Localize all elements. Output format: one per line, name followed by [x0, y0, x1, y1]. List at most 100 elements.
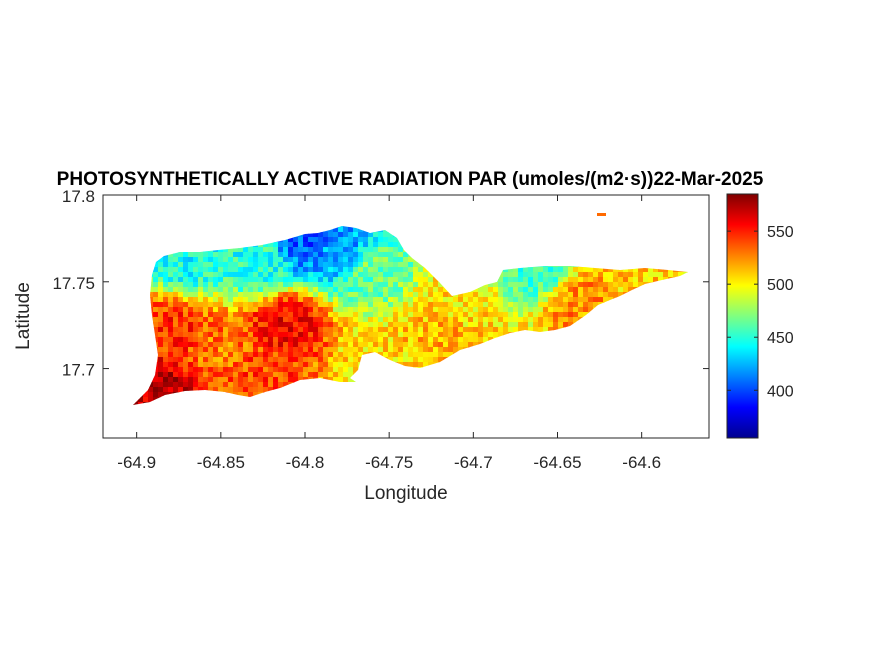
par-cell [153, 302, 159, 308]
par-cell [133, 402, 139, 405]
par-cell [338, 247, 344, 253]
par-cell [368, 322, 374, 328]
par-cell [208, 342, 214, 348]
par-cell [213, 332, 219, 338]
par-cell [508, 267, 514, 273]
par-cell [243, 287, 249, 293]
par-cell [168, 367, 174, 373]
par-cell [158, 277, 164, 283]
par-cell [583, 282, 589, 288]
par-cell [623, 287, 629, 293]
par-cell [188, 327, 194, 333]
par-cell [578, 272, 584, 278]
par-cell [293, 312, 299, 318]
par-cell [263, 352, 269, 358]
par-cell [238, 332, 244, 338]
par-cell [173, 337, 179, 343]
par-cell [243, 302, 249, 308]
par-cell [258, 347, 264, 353]
par-cell [528, 287, 534, 293]
par-cell [158, 267, 164, 273]
par-cell [218, 357, 224, 363]
par-cell [383, 277, 389, 283]
par-cell [498, 327, 504, 333]
par-cell [193, 292, 199, 298]
par-cell [178, 262, 184, 268]
par-cell [468, 342, 474, 348]
par-cell [263, 247, 269, 253]
par-cell [263, 362, 269, 368]
par-cell [203, 272, 209, 278]
par-cell [398, 347, 404, 353]
par-cell [268, 377, 274, 383]
par-cell [498, 312, 504, 318]
par-cell [583, 312, 589, 318]
par-cell [388, 272, 394, 278]
par-cell [183, 262, 189, 268]
par-cell [388, 332, 394, 338]
par-cell [168, 387, 174, 393]
par-cell [318, 232, 324, 238]
par-cell [378, 242, 384, 248]
par-cell [393, 247, 399, 253]
par-cell [158, 287, 164, 293]
par-cell [423, 287, 429, 293]
par-cell [138, 402, 144, 405]
par-cell [323, 362, 329, 368]
par-cell [218, 277, 224, 283]
par-cell [583, 272, 589, 278]
par-cell [343, 342, 349, 348]
par-cell [328, 242, 334, 248]
par-cell [178, 362, 184, 368]
par-cell [228, 257, 234, 263]
par-cell [308, 297, 314, 303]
par-cell [528, 307, 534, 313]
par-cell [248, 357, 254, 363]
par-cell [208, 387, 214, 393]
par-cell [183, 337, 189, 343]
par-cell [368, 272, 374, 278]
par-cell [293, 322, 299, 328]
par-cell [403, 327, 409, 333]
par-cell [428, 327, 434, 333]
par-cell [448, 312, 454, 318]
par-cell [253, 262, 259, 268]
par-cell [198, 352, 204, 358]
par-cell [213, 362, 219, 368]
par-cell [323, 297, 329, 303]
par-cell [528, 317, 534, 323]
par-cell [318, 357, 324, 363]
par-cell [348, 277, 354, 283]
par-cell [543, 282, 549, 288]
par-cell [538, 322, 544, 328]
par-cell [273, 312, 279, 318]
par-cell [333, 362, 339, 368]
par-cell [403, 317, 409, 323]
par-cell [258, 262, 264, 268]
par-cell [428, 342, 434, 348]
par-cell [193, 347, 199, 353]
par-cell [423, 277, 429, 283]
par-cell [163, 392, 169, 398]
par-cell [518, 297, 524, 303]
par-cell [358, 257, 364, 263]
par-cell [183, 287, 189, 293]
par-cell [358, 287, 364, 293]
par-cell [203, 282, 209, 288]
par-cell [308, 337, 314, 343]
par-cell [353, 297, 359, 303]
par-cell [348, 362, 354, 368]
par-cell [503, 317, 509, 323]
par-cell [293, 267, 299, 273]
par-cell [388, 257, 394, 263]
par-cell [353, 287, 359, 293]
par-cell [463, 332, 469, 338]
par-cell [358, 292, 364, 298]
par-cell [268, 302, 274, 308]
par-cell [468, 302, 474, 308]
par-cell [313, 262, 319, 268]
par-cell [428, 347, 434, 353]
par-cell [238, 382, 244, 388]
par-cell [293, 242, 299, 248]
par-cell [388, 262, 394, 268]
